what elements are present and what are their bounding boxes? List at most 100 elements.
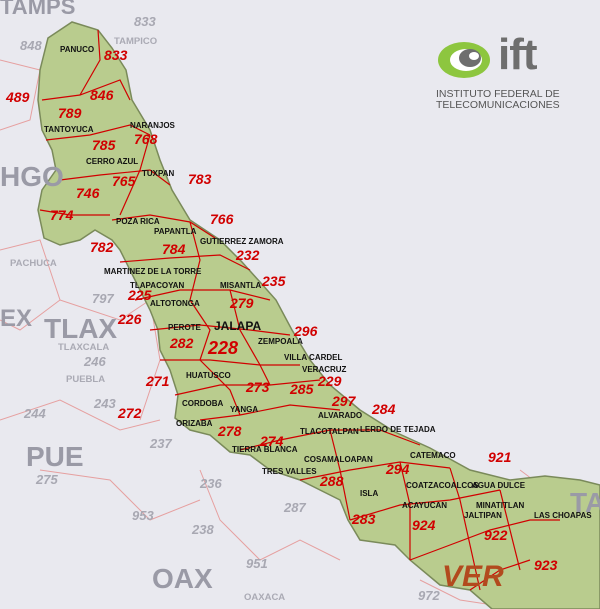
area-code: 783 xyxy=(188,171,212,187)
veracruz-state-shape xyxy=(37,21,600,609)
neighbor-state-labels: TAMPS HGO EX TLAX PUE OAX TAB xyxy=(0,0,600,594)
area-code: 285 xyxy=(289,381,314,397)
city-jalapa: JALAPA xyxy=(214,319,261,333)
area-code: 765 xyxy=(112,173,136,189)
neighbor-code: 243 xyxy=(93,396,116,411)
area-code: 297 xyxy=(331,393,357,409)
city-tlapacoyan: TLAPACOYAN xyxy=(130,281,184,290)
neighbor-code: 972 xyxy=(418,588,440,603)
ift-logo: ift INSTITUTO FEDERAL DE TELECOMUNICACIO… xyxy=(436,30,596,111)
area-code: 228 xyxy=(207,338,238,358)
city-tuxpan: TUXPAN xyxy=(142,169,175,178)
area-code: 272 xyxy=(117,405,142,421)
city-isla: ISLA xyxy=(360,489,378,498)
neighbor-code: 848 xyxy=(20,38,42,53)
area-code: 833 xyxy=(104,47,128,63)
neighbor-code: 275 xyxy=(35,472,58,487)
neighbor-code-labels: 833 848 797 246 244 243 237 275 236 238 … xyxy=(20,14,440,603)
city-veracruz: VERACRUZ xyxy=(302,365,347,374)
area-code: 282 xyxy=(169,335,194,351)
city-cerro-azul: CERRO AZUL xyxy=(86,157,138,166)
city-zempoala: ZEMPOALA xyxy=(258,337,303,346)
city-puebla: PUEBLA xyxy=(66,374,105,385)
area-code: 226 xyxy=(117,311,142,327)
neighbor-code: 833 xyxy=(134,14,156,29)
area-code: 232 xyxy=(235,247,260,263)
area-code: 784 xyxy=(162,241,186,257)
city-labels: PANUCO TANTOYUCA NARANJOS CERRO AZUL TUX… xyxy=(44,45,592,520)
area-code: 746 xyxy=(76,185,100,201)
area-code: 766 xyxy=(210,211,234,227)
neighbor-code: 238 xyxy=(191,522,214,537)
city-tlaxcala: TLAXCALA xyxy=(58,342,109,353)
area-code: 273 xyxy=(245,379,270,395)
area-code: 785 xyxy=(92,137,116,153)
state-label-ex: EX xyxy=(0,305,32,332)
city-tierra-blanca: TIERRA BLANCA xyxy=(232,445,298,454)
state-label-hgo: HGO xyxy=(0,161,64,192)
area-code: 923 xyxy=(534,557,558,573)
ift-logo-line1: INSTITUTO FEDERAL DE xyxy=(436,88,560,100)
area-code: 782 xyxy=(90,239,114,255)
area-code: 278 xyxy=(217,423,242,439)
city-gutierrez-zamora: GUTIERREZ ZAMORA xyxy=(200,237,284,246)
area-code: 774 xyxy=(50,207,74,223)
area-code: 235 xyxy=(261,273,286,289)
area-code: 296 xyxy=(293,323,318,339)
city-pachuca: PACHUCA xyxy=(10,258,57,269)
area-code: 924 xyxy=(412,517,436,533)
city-yanga: YANGA xyxy=(230,405,258,414)
city-papantla: PAPANTLA xyxy=(154,227,197,236)
neighbor-code: 244 xyxy=(23,406,46,421)
city-cosamaloapan: COSAMALOAPAN xyxy=(304,455,373,464)
state-label-tamps: TAMPS xyxy=(0,0,75,19)
city-huatusco: HUATUSCO xyxy=(186,371,231,380)
city-tantoyuca: TANTOYUCA xyxy=(44,125,94,134)
neighbor-code: 287 xyxy=(283,500,306,515)
city-agua-dulce: AGUA DULCE xyxy=(472,481,526,490)
city-oaxaca: OAXACA xyxy=(244,592,285,603)
city-altotonga: ALTOTONGA xyxy=(150,299,200,308)
ift-logo-line2: TELECOMUNICACIONES xyxy=(436,99,560,111)
city-catemaco: CATEMACO xyxy=(410,451,456,460)
city-poza-rica: POZA RICA xyxy=(116,217,160,226)
city-misantla: MISANTLA xyxy=(220,281,262,290)
city-naranjos: NARANJOS xyxy=(130,121,176,130)
area-code: 294 xyxy=(385,461,410,477)
city-cordoba: CORDOBA xyxy=(182,399,224,408)
city-panuco: PANUCO xyxy=(60,45,94,54)
city-orizaba: ORIZABA xyxy=(176,419,213,428)
state-label-tlax: TLAX xyxy=(44,313,117,344)
neighbor-code: 953 xyxy=(132,508,154,523)
city-alvarado: ALVARADO xyxy=(318,411,362,420)
neighbor-code: 237 xyxy=(149,436,172,451)
neighbor-code: 236 xyxy=(199,476,222,491)
state-label-tab: TAB xyxy=(570,487,600,518)
state-label-oax: OAX xyxy=(152,563,213,594)
city-villa-cardel: VILLA CARDEL xyxy=(284,353,342,362)
area-code: 225 xyxy=(127,287,152,303)
area-code: 271 xyxy=(145,373,170,389)
city-jaltipan: JALTIPAN xyxy=(464,511,502,520)
area-code: 288 xyxy=(319,473,344,489)
city-tampico: TAMPICO xyxy=(114,36,157,47)
city-acayucan: ACAYUCAN xyxy=(402,501,447,510)
area-code: 846 xyxy=(90,87,114,103)
area-code: 489 xyxy=(5,89,30,105)
city-lerdo-de-tejada: LERDO DE TEJADA xyxy=(360,425,436,434)
area-code: 229 xyxy=(317,373,342,389)
neighbor-code: 951 xyxy=(246,556,268,571)
area-code: 284 xyxy=(371,401,396,417)
state-label-pue: PUE xyxy=(26,441,84,472)
area-code: 274 xyxy=(259,433,284,449)
state-label-ver: VER xyxy=(442,560,504,593)
area-code: 768 xyxy=(134,131,158,147)
area-code: 921 xyxy=(488,449,512,465)
area-code: 922 xyxy=(484,527,508,543)
area-code: 279 xyxy=(229,295,254,311)
city-minatitlan: MINATITLAN xyxy=(476,501,525,510)
neighbor-city-labels: TAMPICO PACHUCA TLAXCALA PUEBLA OAXACA xyxy=(10,36,285,603)
city-tres-valles: TRES VALLES xyxy=(262,467,317,476)
neighbor-code: 246 xyxy=(83,354,106,369)
